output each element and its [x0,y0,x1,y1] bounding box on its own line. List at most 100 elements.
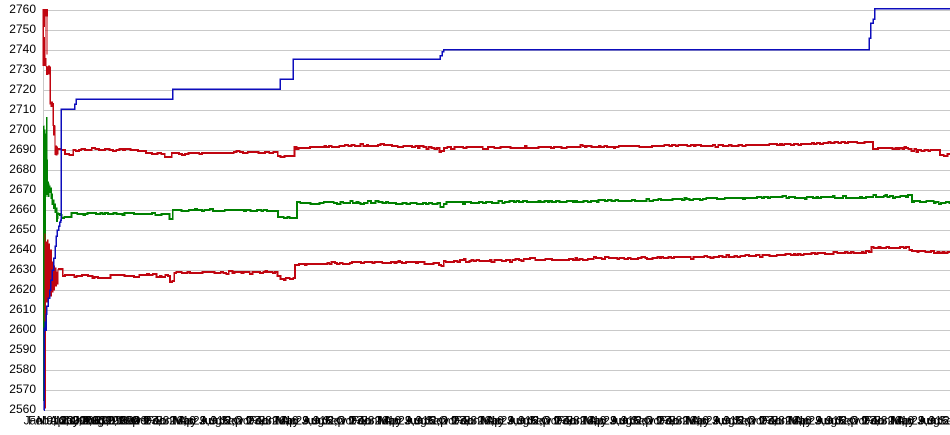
svg-text:2720: 2720 [9,82,36,96]
svg-text:Aug 2,: Aug 2, [200,414,235,428]
svg-text:2 Dec: 2 Dec [852,414,883,428]
svg-text:Nov 23,: Nov 23, [530,414,571,428]
svg-text:Aug 2,: Aug 2, [713,414,748,428]
svg-text:23 Jul: 23 Jul [706,414,738,428]
svg-text:2 Apr: 2 Apr [682,414,710,428]
svg-text:Feb 16,: Feb 16, [351,414,392,428]
svg-text:23 Jul: 23 Jul [398,414,430,428]
svg-text:2 Dec: 2 Dec [133,414,164,428]
svg-text:Feb 16,: Feb 16, [864,414,905,428]
svg-text:23 Jul: 23 Jul [501,414,533,428]
svg-text:May 9,: May 9, [687,414,723,428]
svg-text:16 Jun: 16 Jun [798,414,834,428]
svg-text:9 Sep: 9 Sep [518,414,550,428]
svg-text:Nov 23,: Nov 23, [325,414,366,428]
svg-text:2740: 2740 [9,42,36,56]
svg-text:16 Oct: 16 Oct [217,414,253,428]
svg-text:9 Sep: 9 Sep [929,414,950,428]
svg-text:2 Dec: 2 Dec [646,414,677,428]
svg-text:2 Dec: 2 Dec [544,414,575,428]
svg-text:23 Mar: 23 Mar [464,414,501,428]
svg-text:16 Oct: 16 Oct [320,414,356,428]
svg-text:16 Jun: 16 Jun [182,414,218,428]
svg-text:2 Apr: 2 Apr [785,414,813,428]
svg-text:May 9,: May 9, [379,414,415,428]
svg-text:Feb 16,: Feb 16, [659,414,700,428]
svg-text:Feb 16,: Feb 16, [248,414,289,428]
svg-text:9 Jan: 9 Jan [861,414,890,428]
svg-text:23 Jul: 23 Jul [603,414,635,428]
svg-text:16 Jun: 16 Jun [285,414,321,428]
svg-text:Aug 2,: Aug 2, [405,414,440,428]
svg-text:9 Jan: 9 Jan [246,414,275,428]
svg-text:Jan 9, 2009: Jan 9, 2009 [24,414,87,428]
svg-text:9 Sep: 9 Sep [416,414,448,428]
svg-text:Feb 16,: Feb 16, [454,414,495,428]
svg-text:Aug 2,: Aug 2, [303,414,338,428]
svg-text:9 Sep: 9 Sep [210,414,242,428]
svg-text:9 Jan: 9 Jan [759,414,788,428]
svg-text:23 Mar: 23 Mar [259,414,296,428]
svg-text:2630: 2630 [9,262,36,276]
svg-text:9 Jan: 9 Jan [553,414,582,428]
svg-text:16 Jun: 16 Jun [490,414,526,428]
svg-text:2690: 2690 [9,142,36,156]
svg-text:Feb 16, 2009: Feb 16, 2009 [28,414,99,428]
svg-text:Aug 2,: Aug 2, [611,414,646,428]
svg-text:2570: 2570 [9,382,36,396]
svg-text:May 9,: May 9, [789,414,825,428]
svg-text:May 9,: May 9, [482,414,518,428]
svg-text:16 Oct: 16 Oct [627,414,663,428]
svg-text:2760: 2760 [9,2,36,16]
svg-text:Feb 16,: Feb 16, [761,414,802,428]
svg-text:2710: 2710 [9,102,36,116]
svg-text:2 Apr: 2 Apr [374,414,402,428]
svg-text:23 Mar: 23 Mar [156,414,193,428]
svg-text:Aug 2,: Aug 2, [918,414,950,428]
svg-text:May 9,: May 9, [584,414,620,428]
svg-text:Aug 2,: Aug 2, [508,414,543,428]
svg-text:2600: 2600 [9,322,36,336]
svg-text:16 Jun: 16 Jun [593,414,629,428]
svg-text:23 Jul: 23 Jul [295,414,327,428]
svg-text:16 Jun: 16 Jun [901,414,937,428]
svg-text:2590: 2590 [9,342,36,356]
svg-text:2730: 2730 [9,62,36,76]
svg-text:16 Jun: 16 Jun [695,414,731,428]
svg-text:16 Oct: 16 Oct [730,414,766,428]
svg-text:2660: 2660 [9,202,36,216]
svg-text:2670: 2670 [9,182,36,196]
svg-text:16 Oct: 16 Oct [422,414,458,428]
svg-text:Aug 2,: Aug 2, [816,414,851,428]
svg-text:May 9,: May 9, [892,414,928,428]
svg-text:9 Jan: 9 Jan [348,414,377,428]
svg-text:Jul 23, 2009: Jul 23, 2009 [74,414,140,428]
svg-text:2700: 2700 [9,122,36,136]
svg-text:Nov 23,: Nov 23, [735,414,776,428]
svg-text:9 Jan: 9 Jan [451,414,480,428]
svg-text:16 Oct: 16 Oct [833,414,869,428]
svg-text:2 Apr: 2 Apr [477,414,505,428]
svg-text:Jun 16, 2009: Jun 16, 2009 [63,414,133,428]
svg-text:Mar 23, 2009: Mar 23, 2009 [37,414,108,428]
svg-text:16 Oct: 16 Oct [114,414,150,428]
svg-text:2640: 2640 [9,242,36,256]
svg-text:2 Apr: 2 Apr [580,414,608,428]
svg-text:Nov 23,: Nov 23, [120,414,161,428]
svg-text:Nov 23,: Nov 23, [428,414,469,428]
svg-text:9 Sep: 9 Sep [621,414,653,428]
svg-text:2680: 2680 [9,162,36,176]
svg-text:Nov 23,: Nov 23, [838,414,879,428]
svg-text:2 Dec: 2 Dec [236,414,267,428]
svg-text:9 Sep: 9 Sep [313,414,345,428]
svg-text:2650: 2650 [9,222,36,236]
svg-text:2 Dec: 2 Dec [339,414,370,428]
svg-text:23 Jul: 23 Jul [193,414,225,428]
svg-text:16 Jun: 16 Jun [388,414,424,428]
svg-text:2 Dec: 2 Dec [441,414,472,428]
svg-text:Nov 23,: Nov 23, [222,414,263,428]
svg-text:9 Sep: 9 Sep [826,414,858,428]
svg-text:2560: 2560 [9,402,36,416]
svg-text:9 Jan: 9 Jan [143,414,172,428]
svg-text:Feb 16,: Feb 16, [556,414,597,428]
